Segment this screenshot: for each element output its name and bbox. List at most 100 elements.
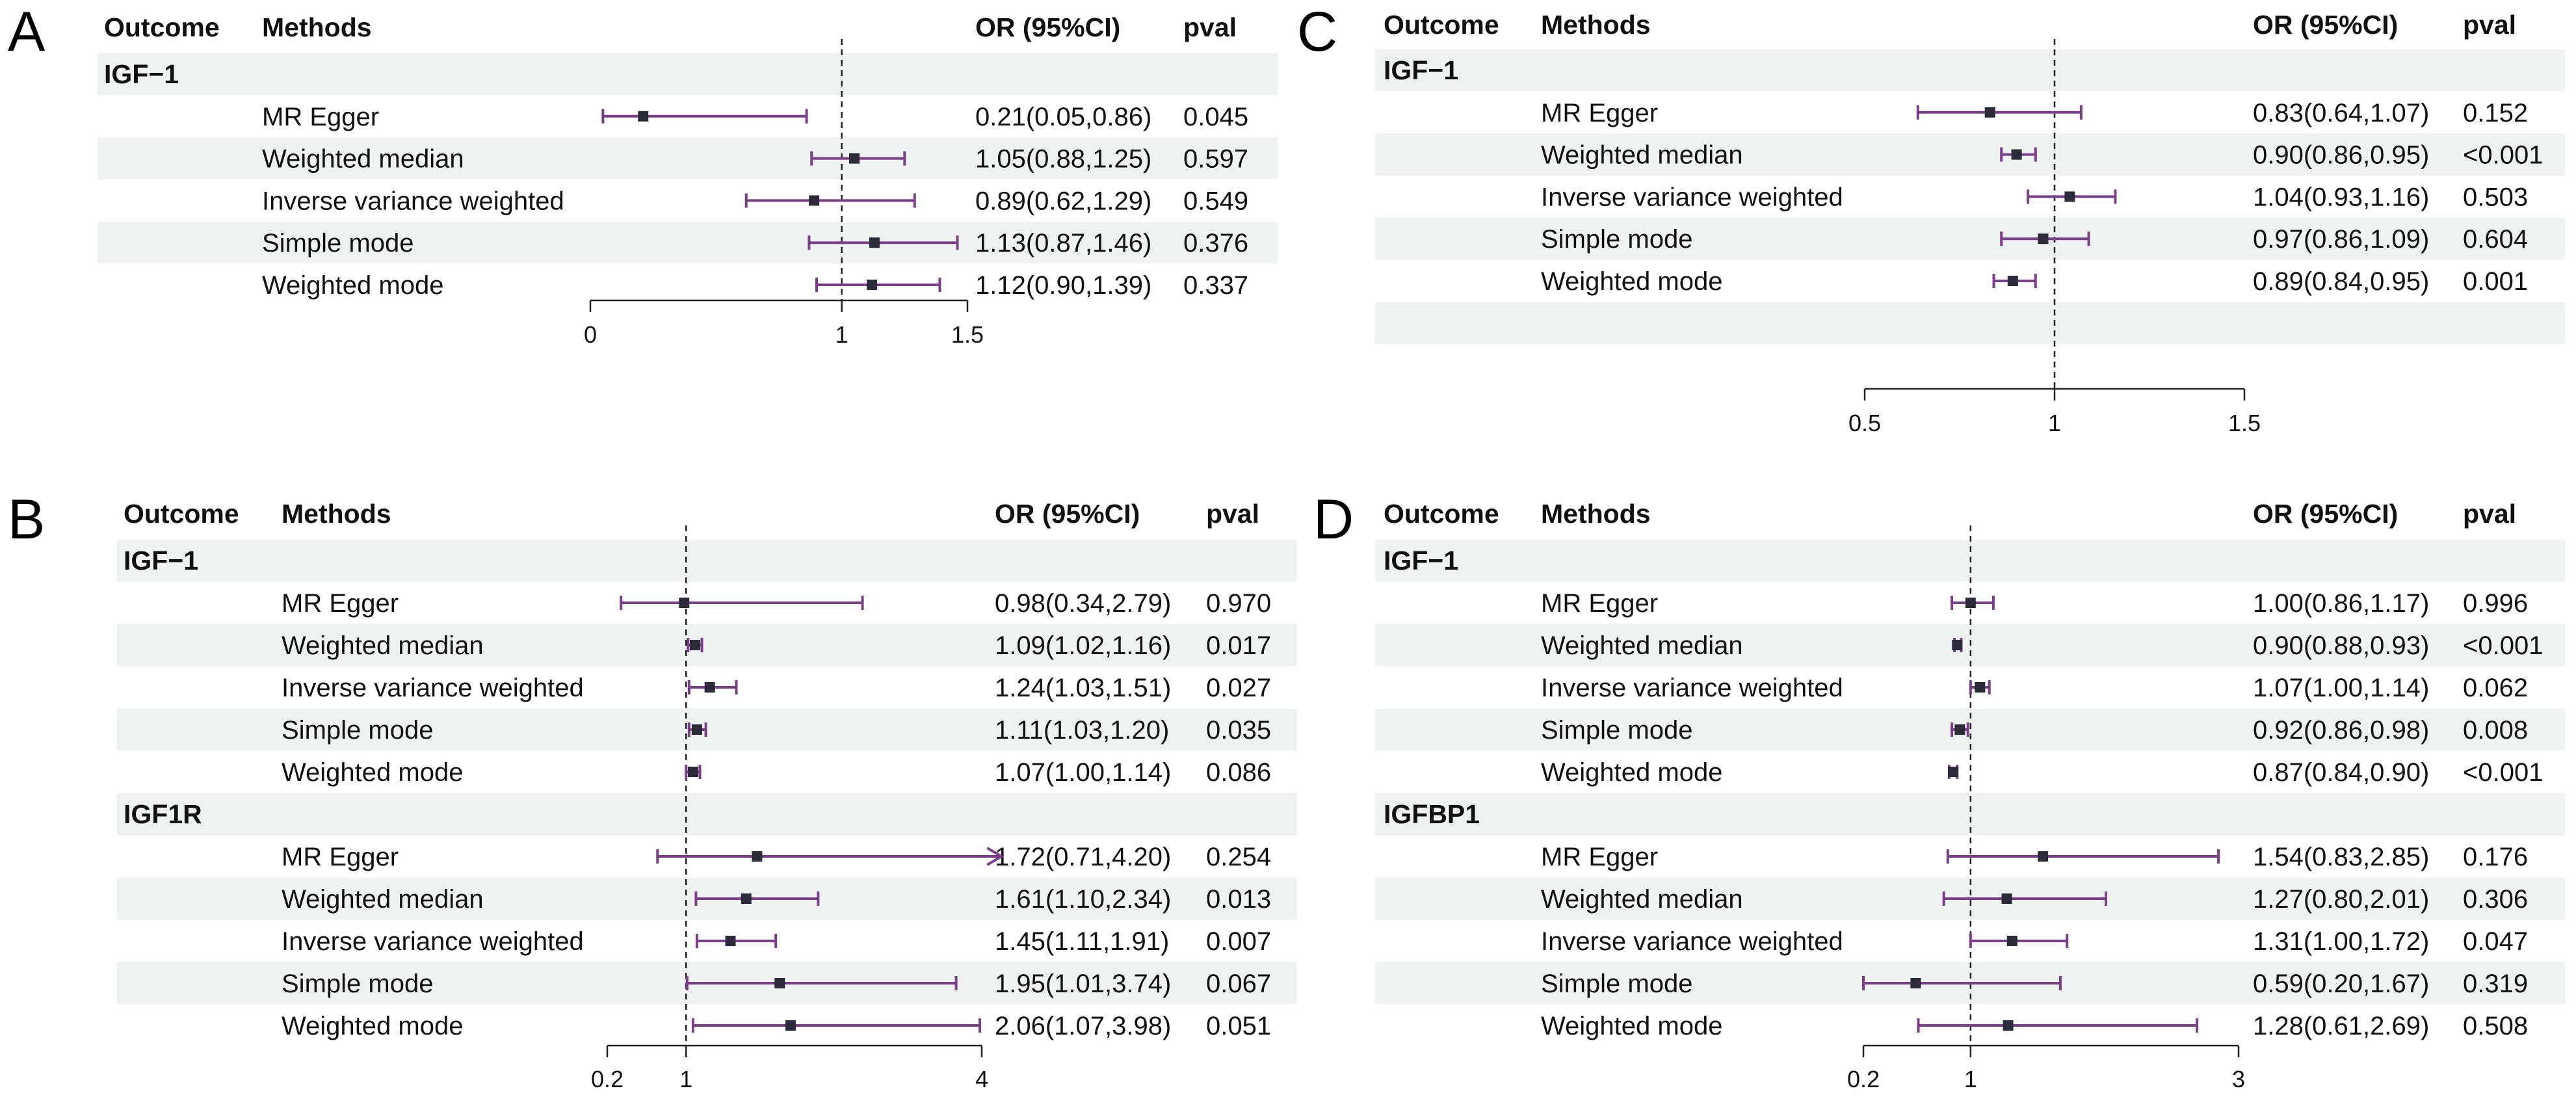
panel-d-header-pval: pval <box>2463 499 2516 529</box>
panel-a-method-label: Inverse variance weighted <box>262 187 564 215</box>
panel-d-pval-label: <0.001 <box>2463 631 2543 660</box>
panel-b-pval-label: 0.086 <box>1206 758 1271 787</box>
panel-b-point-estimate <box>725 936 736 946</box>
panel-b-row-stripe <box>117 793 1297 836</box>
panel-d-or-ci-label: 1.00(0.86,1.17) <box>2253 589 2429 618</box>
panel-a-x-tick-label: 1 <box>835 321 848 348</box>
panel-b-method-label: Weighted mode <box>282 1012 463 1040</box>
panel-c-method-label: Simple mode <box>1541 225 1692 254</box>
panel-a-outcome-label: IGF−1 <box>104 59 179 89</box>
panel-b-pval-label: 0.067 <box>1206 970 1271 998</box>
panel-c-header-or: OR (95%CI) <box>2253 10 2398 40</box>
panel-c-method-label: Inverse variance weighted <box>1541 183 1843 211</box>
panel-a-pval-label: 0.045 <box>1183 103 1248 131</box>
panel-b-row-stripe <box>117 539 1297 582</box>
panel-d-label: D <box>1313 488 1354 551</box>
panel-d-header-outcome: Outcome <box>1384 499 1499 529</box>
panel-d-method-label: Simple mode <box>1541 970 1692 998</box>
panel-a-method-label: Weighted mode <box>262 271 443 300</box>
panel-d-method-label: Weighted median <box>1541 885 1743 914</box>
panel-d-pval-label: 0.062 <box>2463 674 2528 702</box>
panel-d-pval-label: <0.001 <box>2463 758 2543 787</box>
panel-a-header-methods: Methods <box>262 12 372 42</box>
panel-d-method-label: MR Egger <box>1541 843 1658 871</box>
panel-d-header-methods: Methods <box>1541 499 1651 529</box>
panel-b-pval-label: 0.035 <box>1206 716 1271 745</box>
panel-c-header-outcome: Outcome <box>1384 10 1499 40</box>
panel-c-row-stripe <box>1375 133 2565 176</box>
panel-d-pval-label: 0.508 <box>2463 1012 2528 1040</box>
panel-d-point-estimate <box>1965 598 1976 608</box>
panel-c-pval-label: 0.001 <box>2463 267 2528 296</box>
panel-c-outcome-label: IGF−1 <box>1384 55 1458 85</box>
panel-b-or-ci-label: 0.98(0.34,2.79) <box>995 589 1171 618</box>
panel-a-method-label: Simple mode <box>262 229 414 258</box>
panel-a-x-tick-label: 1.5 <box>951 321 984 348</box>
panel-c-row-stripe <box>1375 217 2565 260</box>
panel-c-pval-label: 0.152 <box>2463 99 2528 127</box>
panel-d-x-tick-label: 0.2 <box>1847 1066 1880 1092</box>
panel-a-row-stripe <box>98 221 1278 264</box>
panel-d-or-ci-label: 0.90(0.88,0.93) <box>2253 631 2429 660</box>
panel-d-method-label: Simple mode <box>1541 716 1692 745</box>
panel-d-or-ci-label: 0.92(0.86,0.98) <box>2253 716 2429 745</box>
panel-b-x-tick-label: 1 <box>679 1066 692 1092</box>
panel-a-or-ci-label: 0.21(0.05,0.86) <box>975 103 1151 131</box>
panel-a-label: A <box>8 1 46 63</box>
panel-a-point-estimate <box>638 111 649 122</box>
panel-d-pval-label: 0.047 <box>2463 927 2528 956</box>
panel-d-outcome-label: IGFBP1 <box>1384 799 1480 829</box>
panel-c-header-methods: Methods <box>1541 10 1651 40</box>
panel-c-pval-label: <0.001 <box>2463 141 2543 170</box>
panel-b-header-pval: pval <box>1206 499 1259 529</box>
panel-b-point-estimate <box>691 724 702 735</box>
panel-b-or-ci-label: 1.07(1.00,1.14) <box>995 758 1171 787</box>
panel-d-point-estimate <box>2006 936 2017 946</box>
panel-b-pval-label: 0.017 <box>1206 631 1271 660</box>
panel-a-point-estimate <box>849 153 860 164</box>
panel-a-or-ci-label: 0.89(0.62,1.29) <box>975 187 1151 215</box>
panel-c-pval-label: 0.604 <box>2463 225 2528 254</box>
panel-b-or-ci-label: 1.61(1.10,2.34) <box>995 885 1171 914</box>
panel-d-pval-label: 0.996 <box>2463 589 2528 618</box>
panel-d-point-estimate <box>2003 1020 2014 1031</box>
panel-c-or-ci-label: 1.04(0.93,1.16) <box>2253 183 2429 211</box>
panel-b-point-estimate <box>704 682 715 693</box>
panel-c-or-ci-label: 0.97(0.86,1.09) <box>2253 225 2429 254</box>
panel-b-or-ci-label: 1.72(0.71,4.20) <box>995 843 1171 871</box>
panel-b-row-stripe <box>117 624 1297 667</box>
panel-c-pval-label: 0.503 <box>2463 183 2528 211</box>
panel-b-or-ci-label: 1.24(1.03,1.51) <box>995 674 1171 702</box>
panel-a-point-estimate <box>867 280 878 290</box>
panel-c-x-tick-label: 1.5 <box>2228 410 2261 436</box>
panel-b-outcome-label: IGF−1 <box>124 546 198 575</box>
panel-c-point-estimate <box>2064 191 2075 202</box>
panel-d-point-estimate <box>1910 978 1921 988</box>
panel-c-method-label: Weighted mode <box>1541 267 1722 296</box>
panel-b-header-methods: Methods <box>282 499 391 529</box>
panel-d-point-estimate <box>1952 640 1963 650</box>
panel-b-point-estimate <box>687 767 698 777</box>
panel-b-point-estimate <box>679 598 690 608</box>
panel-c-method-label: Weighted median <box>1541 141 1743 170</box>
panel-b-point-estimate <box>689 640 700 650</box>
panel-d-method-label: Inverse variance weighted <box>1541 927 1843 956</box>
panel-b-outcome-label: IGF1R <box>124 799 202 829</box>
panel-b-method-label: Inverse variance weighted <box>282 674 584 702</box>
panel-c-header-pval: pval <box>2463 10 2516 40</box>
panel-b-point-estimate <box>774 978 785 988</box>
panel-b-pval-label: 0.051 <box>1206 1012 1271 1040</box>
panel-b-method-label: Weighted median <box>282 885 484 914</box>
panel-a-row-stripe <box>98 137 1278 179</box>
panel-d-or-ci-label: 0.87(0.84,0.90) <box>2253 758 2429 787</box>
panel-b-pval-label: 0.027 <box>1206 674 1271 702</box>
panel-b-x-tick-label: 4 <box>975 1066 988 1092</box>
panel-d-pval-label: 0.008 <box>2463 716 2528 745</box>
panel-b-method-label: Inverse variance weighted <box>282 927 584 956</box>
panel-d-or-ci-label: 1.07(1.00,1.14) <box>2253 674 2429 702</box>
panel-c-x-tick-label: 0.5 <box>1848 410 1881 436</box>
panel-d-method-label: Weighted median <box>1541 631 1743 660</box>
panel-d-point-estimate <box>2001 893 2012 904</box>
